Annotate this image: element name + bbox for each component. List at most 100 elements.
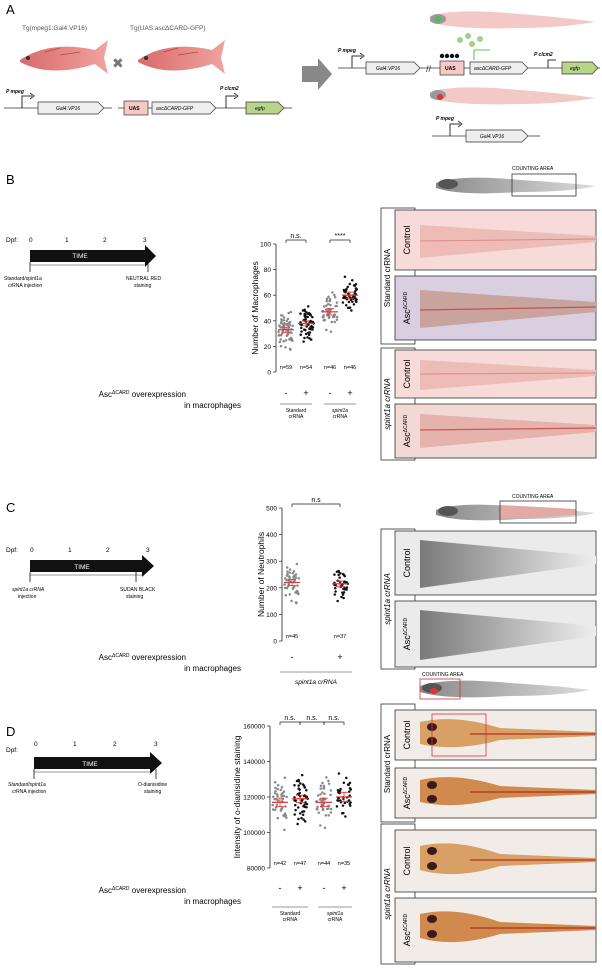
data-point — [307, 333, 311, 337]
data-point — [292, 586, 295, 589]
data-point — [347, 292, 350, 296]
data-point — [280, 793, 283, 796]
data-point — [342, 580, 346, 584]
data-point — [273, 808, 277, 812]
data-point — [284, 805, 287, 808]
data-point — [280, 807, 283, 811]
svg-text:0: 0 — [34, 741, 38, 748]
data-point — [327, 302, 330, 306]
data-point — [295, 562, 299, 566]
data-point — [329, 330, 333, 333]
data-point — [325, 299, 328, 303]
n-label: n=35 — [338, 861, 350, 867]
data-point — [318, 798, 322, 801]
data-point — [304, 313, 307, 316]
data-point — [311, 320, 315, 324]
data-point — [333, 320, 336, 324]
larva-green — [430, 11, 595, 47]
data-point — [306, 336, 309, 339]
y-tick-label: 40 — [264, 318, 272, 325]
data-point — [297, 787, 300, 790]
data-point — [315, 807, 319, 811]
data-point — [289, 336, 293, 340]
construct-mpeg-gal4: P mpeg Gal4.VP16 — [4, 89, 112, 115]
svg-text:COUNTING AREA: COUNTING AREA — [512, 166, 554, 172]
data-point — [283, 812, 287, 815]
data-point — [345, 776, 348, 780]
svg-text:3: 3 — [143, 237, 147, 244]
svg-text:Control: Control — [402, 359, 412, 388]
svg-text:spint1a: spint1a — [327, 911, 343, 917]
svg-text:Control: Control — [402, 225, 412, 254]
data-point — [299, 312, 302, 315]
data-point — [279, 344, 283, 348]
svg-text:crRNA: crRNA — [283, 917, 298, 923]
data-point — [340, 595, 343, 599]
timeline-c: Dpf: 0 1 2 3 TIME spint1a crRNA injectio… — [6, 547, 156, 600]
data-point — [323, 792, 326, 795]
svg-text:1: 1 — [68, 547, 72, 554]
significance-label: n.s. — [328, 715, 339, 722]
y-tick-label: 20 — [264, 344, 272, 351]
svg-text:+: + — [297, 883, 302, 893]
right-fish-label: Tg(UAS:ascΔCARD-GFP) — [130, 25, 206, 32]
svg-text:-: - — [279, 883, 282, 893]
svg-text://: // — [426, 64, 432, 74]
data-point — [323, 826, 327, 830]
data-point — [296, 806, 300, 809]
data-point — [317, 811, 321, 815]
data-point — [341, 301, 345, 304]
data-point — [305, 311, 308, 314]
y-tick-label: 160000 — [243, 724, 265, 731]
y-tick-label: 100000 — [243, 830, 265, 837]
data-point — [316, 805, 319, 809]
data-point — [302, 794, 306, 798]
adult-fish-right — [138, 40, 225, 74]
data-point — [285, 578, 288, 582]
svg-text:1: 1 — [73, 741, 77, 748]
data-point — [319, 793, 322, 796]
data-point — [342, 288, 346, 292]
svg-text:AscΔCARD: AscΔCARD — [402, 291, 412, 324]
data-point — [344, 303, 348, 307]
data-point — [321, 781, 324, 785]
svg-text:Gal4.VP16: Gal4.VP16 — [376, 66, 400, 72]
svg-text:COUNTING AREA: COUNTING AREA — [512, 494, 554, 500]
data-point — [294, 573, 298, 576]
data-point — [300, 323, 303, 327]
data-point — [351, 279, 354, 282]
y-tick-label: 0 — [267, 370, 271, 377]
svg-text:P clcm2: P clcm2 — [534, 52, 553, 58]
data-point — [303, 820, 307, 823]
data-point — [279, 326, 282, 329]
data-point — [345, 296, 348, 300]
data-point — [299, 333, 303, 336]
data-point — [324, 814, 327, 817]
data-point — [286, 317, 290, 321]
svg-text:Standard/spint1a: Standard/spint1a — [8, 782, 46, 788]
chart-macrophages: 0 20 40 60 80 100 Number of Macrophages n=59 n=5… — [250, 233, 359, 377]
data-point — [298, 791, 301, 795]
data-point — [283, 583, 286, 586]
svg-text:+: + — [337, 652, 342, 662]
data-point — [292, 575, 295, 578]
data-point — [336, 599, 339, 603]
data-point — [308, 331, 312, 334]
data-point — [316, 794, 320, 797]
significance-label: n.s. — [306, 715, 317, 722]
data-point — [329, 811, 333, 814]
data-point — [335, 315, 339, 319]
construct-combined: P mpeg Gal4.VP16 // UAS ascΔCARD-GFP P c… — [338, 48, 600, 76]
data-point — [348, 282, 352, 286]
svg-text:P mpeg: P mpeg — [6, 89, 24, 95]
adult-fish-left — [20, 40, 108, 74]
svg-text:staining: staining — [144, 789, 161, 795]
data-point — [271, 803, 274, 807]
svg-text:P mpeg: P mpeg — [436, 116, 454, 122]
svg-text:AscΔCARD overexpression: AscΔCARD overexpression — [99, 886, 186, 895]
data-point — [278, 340, 282, 344]
data-point — [334, 583, 337, 587]
svg-text:ascΔCARD-GFP: ascΔCARD-GFP — [156, 106, 194, 112]
data-point — [287, 311, 290, 315]
